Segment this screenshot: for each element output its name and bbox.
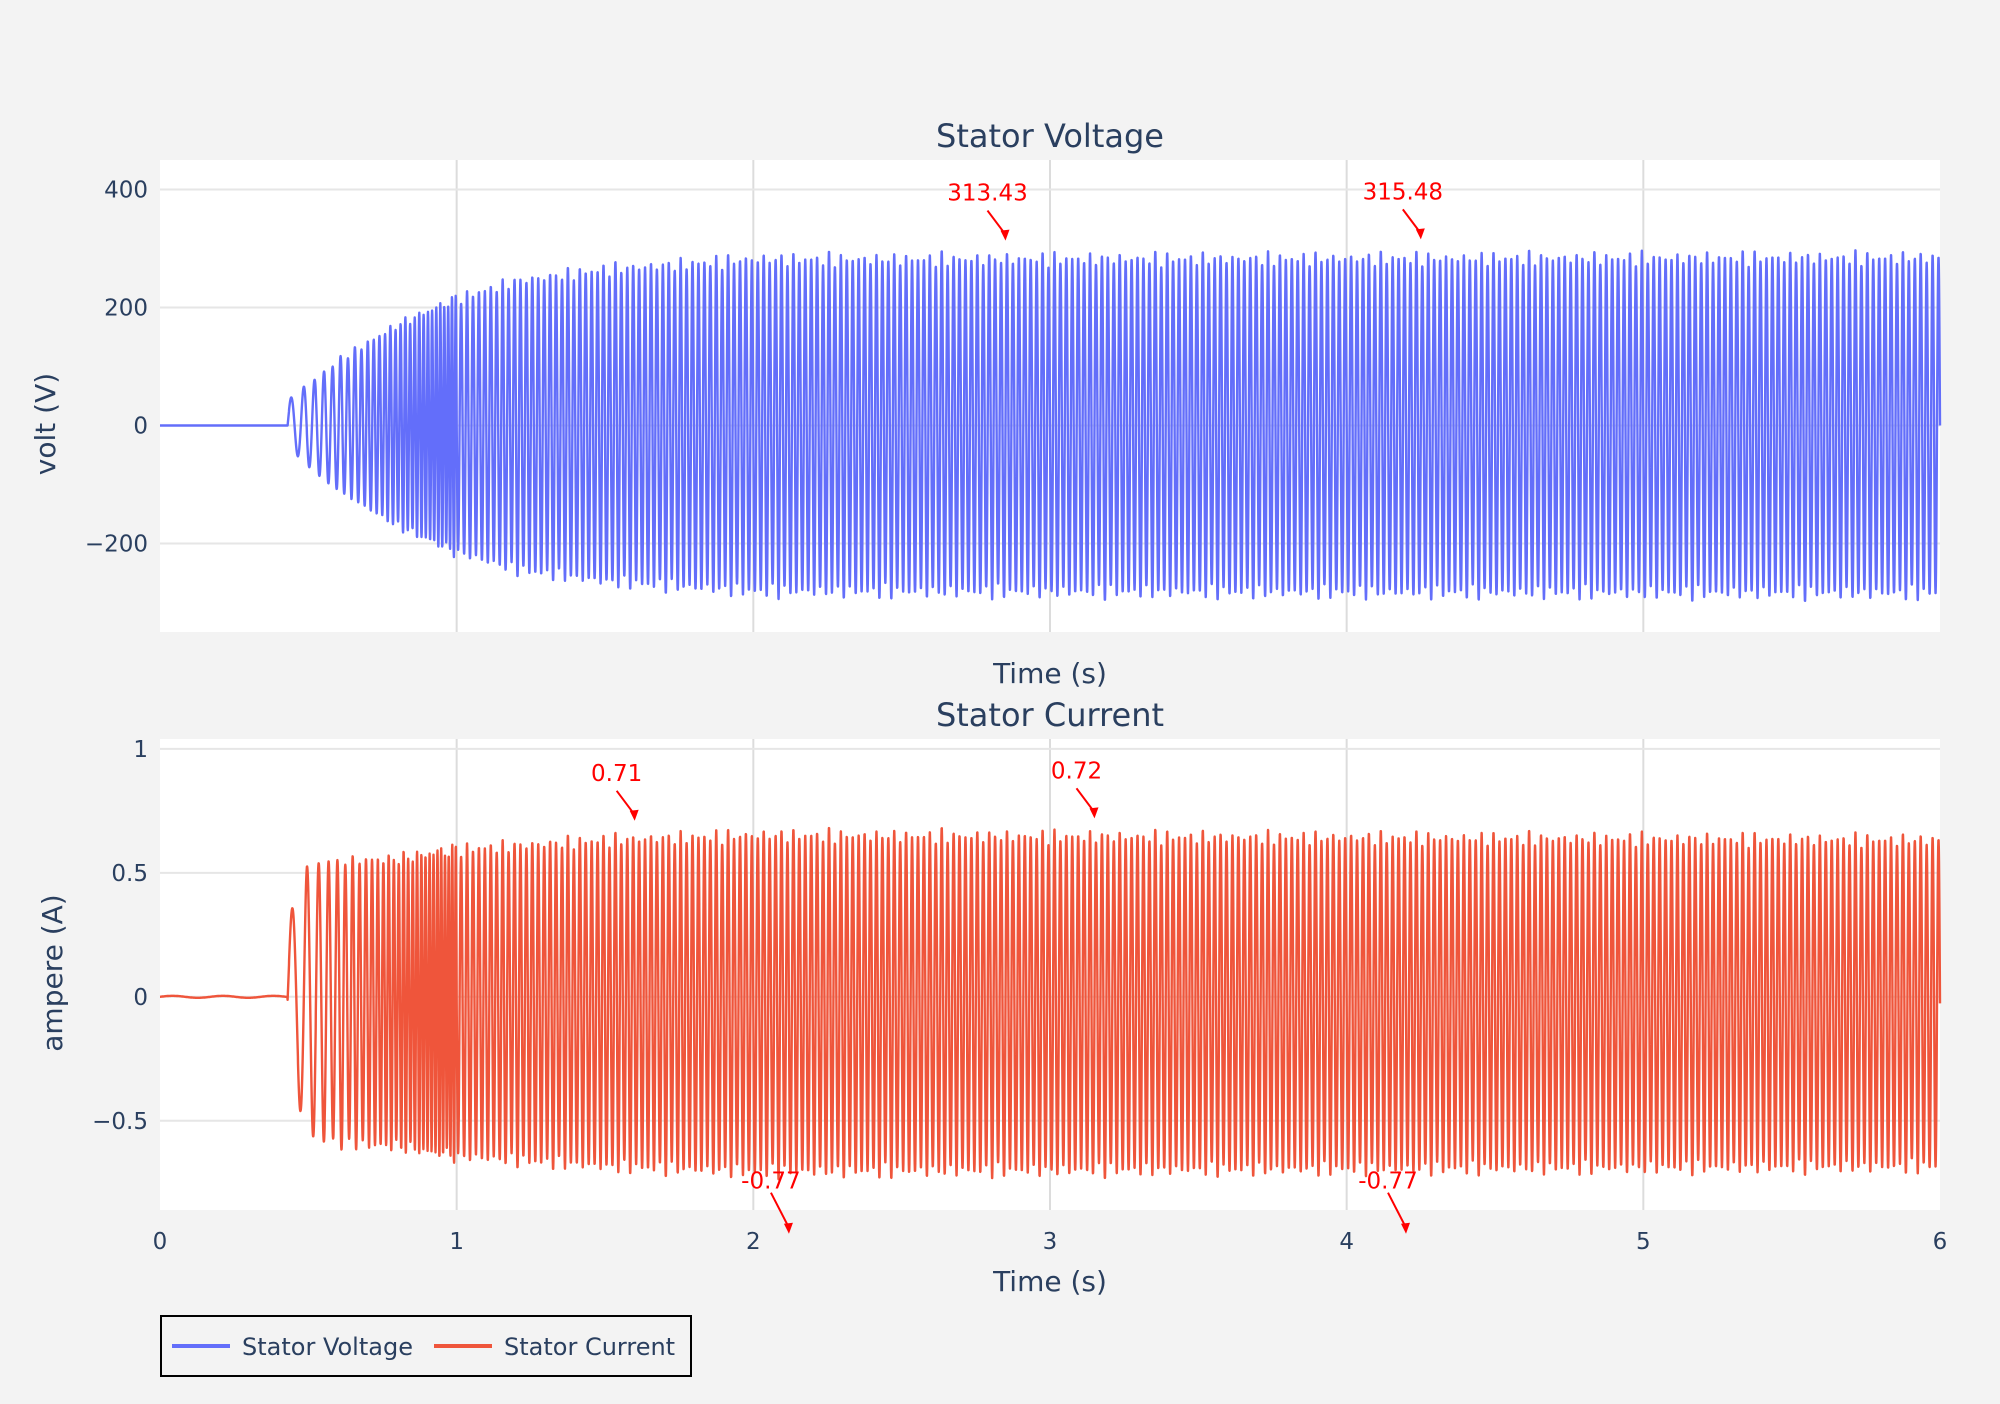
annotation-arrow bbox=[1387, 1192, 1407, 1229]
annotation-label: 0.72 bbox=[1051, 758, 1102, 784]
annotation-label: -0.77 bbox=[1358, 1169, 1418, 1195]
annotation-label: 313.43 bbox=[947, 181, 1027, 207]
legend-current-label: Stator Current bbox=[504, 1333, 675, 1361]
voltage-line[interactable] bbox=[159, 249, 1942, 602]
annotation-arrowhead bbox=[1415, 228, 1425, 240]
voltage-x-axis-label: Time (s) bbox=[992, 657, 1107, 690]
x-tick-label: 6 bbox=[1933, 1229, 1948, 1255]
x-tick-label: 2 bbox=[746, 1229, 761, 1255]
legend-voltage-label: Stator Voltage bbox=[242, 1333, 413, 1361]
x-tick-label: 0 bbox=[153, 1229, 168, 1255]
voltage-annotations: 313.43 315.48 bbox=[947, 179, 1443, 241]
current-annotations: 0.71 0.72 -0.77 -0.77 bbox=[591, 758, 1418, 1234]
current-x-axis-label: Time (s) bbox=[992, 1265, 1107, 1298]
x-tick-label: 1 bbox=[449, 1229, 464, 1255]
current-trace[interactable] bbox=[159, 826, 1942, 1181]
legend-item-current[interactable]: Stator Current bbox=[434, 1333, 675, 1361]
y-tick-label: −0.5 bbox=[92, 1109, 148, 1135]
current-panel: −0.5 0 0.5 1 0 1 2 3 4 5 6 0.71 0.72 -0.77 -0.77 Sta… bbox=[36, 696, 1947, 1298]
legend-box bbox=[160, 1315, 692, 1377]
current-line[interactable] bbox=[159, 826, 1942, 1181]
annotation-label: 0.71 bbox=[591, 761, 642, 787]
y-tick-label: 200 bbox=[104, 296, 148, 322]
current-chart-title: Stator Current bbox=[936, 696, 1164, 734]
annotation-arrowhead bbox=[1401, 1222, 1410, 1234]
x-tick-label: 5 bbox=[1636, 1229, 1651, 1255]
voltage-chart-title: Stator Voltage bbox=[936, 117, 1164, 155]
legend: Stator Voltage Stator Current bbox=[160, 1315, 692, 1377]
annotation-label: -0.77 bbox=[741, 1169, 801, 1195]
voltage-y-axis-label: volt (V) bbox=[29, 373, 62, 475]
annotation-label: 315.48 bbox=[1363, 179, 1443, 205]
annotation-arrow bbox=[770, 1192, 790, 1229]
y-tick-label: 0.5 bbox=[111, 861, 148, 887]
annotation-arrowhead bbox=[629, 809, 639, 821]
y-tick-label: −200 bbox=[85, 532, 148, 558]
current-y-axis-label: ampere (A) bbox=[36, 894, 69, 1051]
annotation-arrowhead bbox=[783, 1222, 793, 1234]
annotation-arrowhead bbox=[1000, 229, 1010, 241]
annotation-arrowhead bbox=[1089, 807, 1099, 819]
y-tick-label: 1 bbox=[133, 737, 148, 763]
voltage-trace[interactable] bbox=[159, 249, 1942, 602]
x-tick-label: 4 bbox=[1339, 1229, 1354, 1255]
y-tick-label: 0 bbox=[133, 985, 148, 1011]
current-x-ticks: 0 1 2 3 4 5 6 bbox=[153, 1229, 1948, 1255]
y-tick-label: 0 bbox=[133, 414, 148, 440]
x-tick-label: 3 bbox=[1043, 1229, 1058, 1255]
voltage-y-ticks: −200 0 200 400 bbox=[85, 178, 148, 558]
y-tick-label: 400 bbox=[104, 178, 148, 204]
current-y-ticks: −0.5 0 0.5 1 bbox=[92, 737, 148, 1135]
legend-item-voltage[interactable]: Stator Voltage bbox=[172, 1333, 413, 1361]
